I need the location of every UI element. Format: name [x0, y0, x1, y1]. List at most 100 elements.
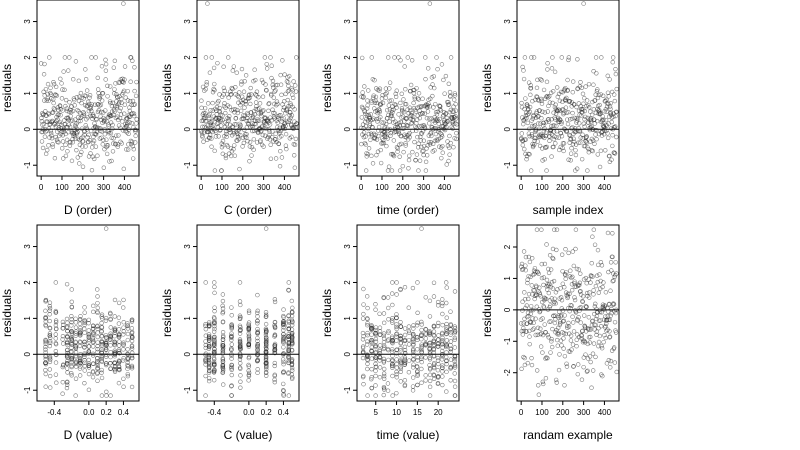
- data-point: [211, 320, 217, 326]
- data-point: [227, 104, 232, 110]
- data-point: [229, 85, 234, 91]
- data-point: [582, 313, 587, 318]
- data-point: [117, 100, 122, 105]
- data-point: [603, 314, 608, 319]
- data-point: [444, 300, 449, 306]
- data-point: [79, 95, 84, 101]
- data-point: [248, 101, 253, 107]
- data-point: [116, 123, 122, 128]
- data-point: [580, 132, 585, 137]
- data-point: [48, 335, 53, 340]
- data-point: [134, 117, 139, 122]
- data-point: [612, 151, 618, 156]
- data-point: [286, 371, 291, 376]
- data-point: [231, 64, 237, 69]
- data-point: [435, 344, 441, 349]
- data-point: [583, 275, 589, 281]
- data-point: [574, 343, 579, 349]
- data-point: [524, 157, 529, 162]
- data-point: [281, 338, 286, 344]
- data-point: [440, 374, 445, 379]
- data-point: [115, 114, 120, 119]
- data-point: [124, 122, 130, 127]
- data-point: [43, 344, 48, 350]
- data-point: [79, 149, 84, 155]
- data-point: [279, 155, 285, 160]
- data-point: [411, 100, 416, 106]
- data-point: [129, 102, 134, 108]
- data-point: [391, 138, 397, 143]
- data-point: [90, 351, 96, 357]
- data-point: [248, 85, 253, 91]
- data-point: [73, 376, 79, 381]
- data-point: [208, 108, 213, 113]
- data-point: [452, 363, 458, 368]
- data-point: [551, 110, 556, 115]
- data-point: [545, 332, 551, 338]
- data-point: [363, 134, 368, 139]
- data-point: [108, 120, 114, 125]
- data-point: [361, 94, 366, 99]
- data-point: [292, 142, 298, 148]
- data-point: [378, 114, 383, 120]
- data-point: [592, 98, 598, 103]
- data-point: [554, 129, 559, 134]
- data-point: [550, 286, 555, 291]
- data-point: [609, 311, 614, 316]
- data-point: [605, 90, 611, 95]
- data-point: [50, 144, 56, 150]
- data-point: [557, 98, 563, 104]
- data-point: [446, 158, 451, 164]
- data-point: [590, 234, 595, 239]
- data-point: [526, 313, 531, 319]
- data-point: [611, 114, 616, 119]
- data-point: [289, 365, 295, 371]
- data-point: [551, 129, 557, 134]
- data-point: [521, 354, 526, 360]
- data-point: [119, 141, 124, 146]
- data-point: [402, 350, 408, 356]
- data-point: [209, 55, 214, 60]
- data-point: [286, 280, 291, 285]
- data-point: [255, 367, 260, 372]
- data-point: [289, 134, 294, 140]
- data-point: [53, 336, 58, 341]
- data-point: [612, 92, 617, 97]
- data-point: [73, 364, 79, 369]
- data-point: [69, 323, 74, 328]
- data-point: [440, 150, 445, 155]
- data-point: [255, 343, 260, 348]
- data-point: [387, 98, 392, 104]
- data-point: [66, 122, 72, 127]
- y-tick-label: 3: [183, 244, 192, 249]
- data-point: [78, 118, 83, 124]
- data-point: [95, 309, 100, 314]
- data-point: [65, 350, 70, 356]
- data-point: [594, 89, 600, 94]
- data-point: [444, 343, 449, 349]
- data-point: [212, 352, 217, 357]
- data-point: [242, 127, 247, 133]
- data-point: [431, 74, 437, 79]
- data-point: [220, 363, 225, 368]
- data-point: [365, 330, 370, 336]
- data-point: [272, 379, 277, 385]
- data-point: [275, 114, 281, 119]
- data-point: [559, 119, 564, 125]
- data-point: [91, 134, 96, 140]
- data-point: [419, 333, 424, 338]
- y-tick-label: -1: [343, 386, 352, 394]
- data-point: [53, 372, 59, 377]
- data-point: [73, 316, 78, 321]
- data-point: [542, 322, 547, 327]
- data-point: [538, 294, 543, 299]
- data-point: [437, 107, 443, 112]
- data-point: [281, 319, 286, 324]
- data-point: [53, 352, 59, 357]
- data-point: [233, 85, 238, 90]
- data-point: [447, 89, 453, 95]
- data-point: [605, 230, 611, 236]
- data-point: [573, 152, 579, 158]
- data-point: [200, 134, 205, 140]
